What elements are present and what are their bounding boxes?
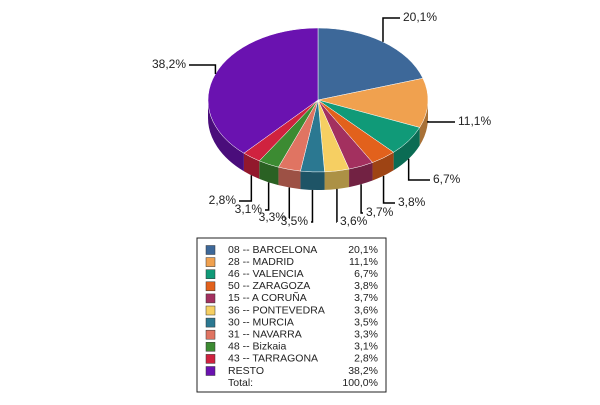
data-label: 3,7% <box>366 205 394 219</box>
legend-label: 50 -- ZARAGOZA <box>228 280 310 292</box>
legend-swatch <box>206 282 215 291</box>
legend-label: RESTO <box>228 365 264 377</box>
data-label: 38,2% <box>152 57 186 71</box>
legend-label: 36 -- PONTEVEDRA <box>228 304 325 316</box>
legend-swatch <box>206 306 215 315</box>
slice-side <box>300 171 324 190</box>
leader-line <box>265 182 269 210</box>
data-label: 3,3% <box>259 210 287 224</box>
legend-value: 38,2% <box>348 365 378 377</box>
data-label: 6,7% <box>433 172 461 186</box>
legend-value: 3,7% <box>354 292 378 304</box>
legend-label: 48 -- Bizkaia <box>228 341 287 353</box>
legend-value: 20,1% <box>348 244 378 256</box>
leader-line <box>189 65 215 74</box>
data-label: 3,1% <box>235 202 263 216</box>
legend-label: 30 -- MURCIA <box>228 316 294 328</box>
leader-line <box>311 190 312 222</box>
legend-swatch <box>206 294 215 303</box>
leader-line <box>383 18 400 42</box>
legend-label: 08 -- BARCELONA <box>228 244 317 256</box>
data-label: 11,1% <box>458 114 491 128</box>
legend-label: 15 -- A CORUÑA <box>228 291 307 304</box>
data-label: 2,8% <box>209 193 237 207</box>
legend-swatch <box>206 246 215 255</box>
legend-value: 2,8% <box>354 353 378 365</box>
legend-value: 11,1% <box>349 256 378 268</box>
slice-side <box>325 169 349 190</box>
legend-value: 3,8% <box>354 280 378 292</box>
leader-line <box>384 176 395 203</box>
total-value: 100,0% <box>342 377 378 389</box>
legend-swatch <box>206 354 215 363</box>
legend-label: 31 -- NAVARRA <box>228 328 302 340</box>
data-label: 20,1% <box>403 10 437 24</box>
legend-value: 3,5% <box>354 316 378 328</box>
data-label: 3,6% <box>340 214 368 228</box>
legend-value: 3,1% <box>354 341 378 353</box>
leader-line <box>428 121 455 122</box>
leader-line <box>239 175 251 201</box>
legend-swatch <box>206 367 215 376</box>
legend-swatch <box>206 330 215 339</box>
legend-swatch <box>206 270 215 279</box>
legend-swatch <box>206 318 215 327</box>
legend-label: 28 -- MADRID <box>228 256 294 268</box>
data-label: 3,8% <box>398 195 426 209</box>
legend-value: 3,6% <box>354 304 378 316</box>
legend-swatch <box>206 342 215 351</box>
legend-swatch <box>206 258 215 267</box>
legend-label: 43 -- TARRAGONA <box>228 353 318 365</box>
legend-value: 3,3% <box>354 328 378 340</box>
leader-line <box>409 159 430 180</box>
leader-line <box>361 184 363 213</box>
total-label: Total: <box>228 377 253 389</box>
legend-label: 46 -- VALENCIA <box>228 268 304 280</box>
legend-value: 6,7% <box>354 268 378 280</box>
